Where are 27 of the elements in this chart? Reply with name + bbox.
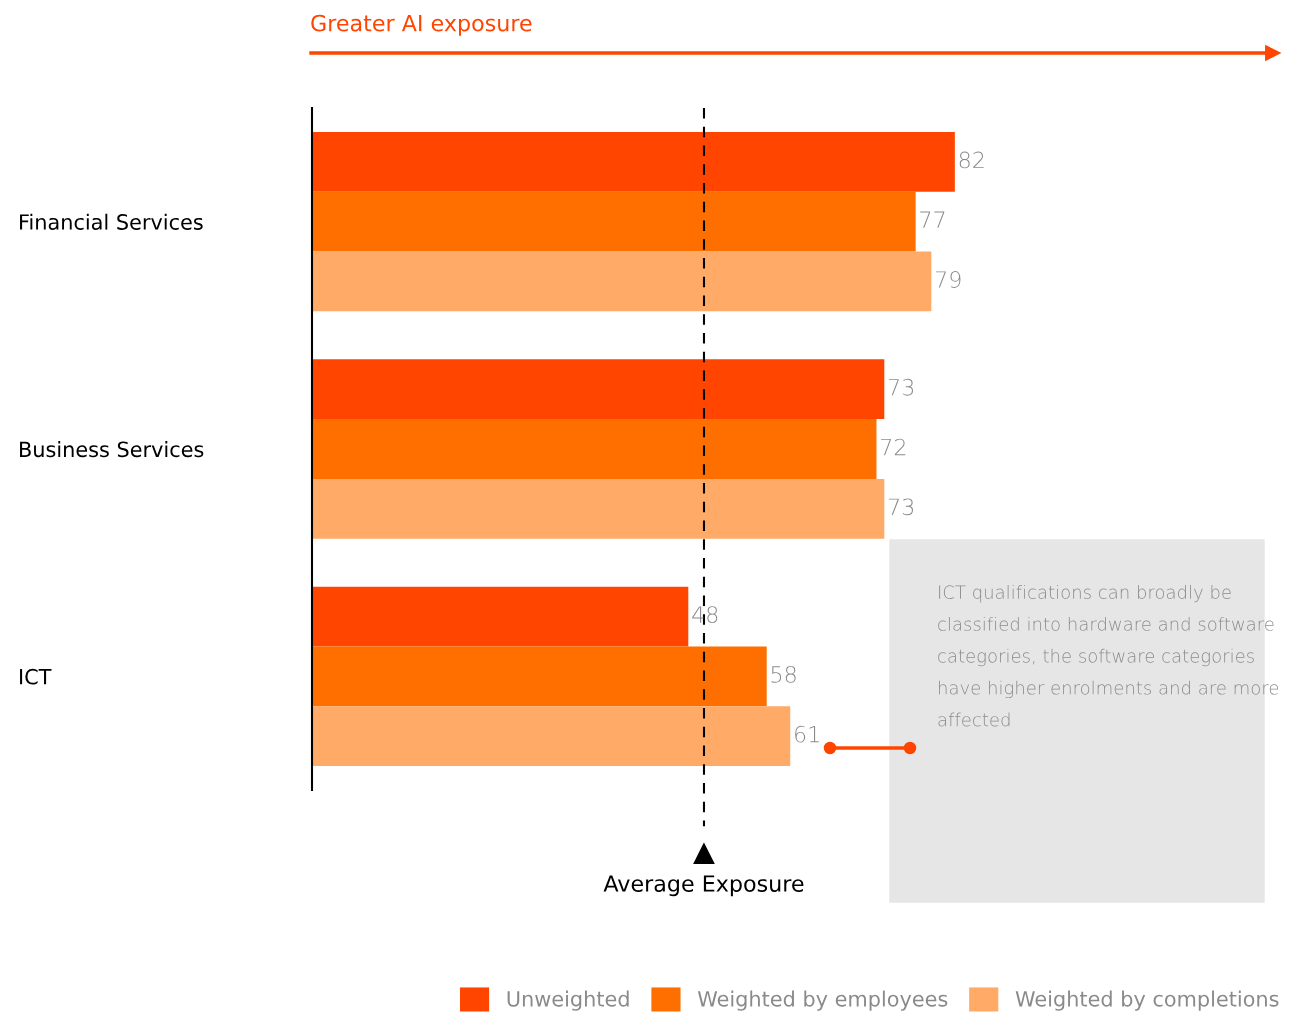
ref-line-label: Average Exposure (603, 875, 804, 897)
legend-label: Weighted by completions (1015, 990, 1279, 1011)
data-label: 72 (881, 438, 906, 456)
data-label: 73 (888, 378, 914, 396)
legend-label: Unweighted (507, 990, 629, 1011)
data-label: 82 (959, 151, 984, 169)
bar (312, 131, 955, 192)
bar (312, 359, 885, 420)
bar (312, 251, 932, 312)
annotation: ICT qualifications can broadly be classified into hardware and software categories, the software categories have higher enrolments and are more affected (938, 585, 1279, 727)
bar (312, 191, 916, 252)
bar (312, 419, 877, 479)
y-tick-label: Business Services (20, 441, 204, 458)
bar (312, 478, 885, 539)
data-label: 48 (692, 606, 718, 623)
text: Greater AI exposure (311, 14, 532, 36)
data-label: 61 (795, 725, 819, 743)
y-tick-label: Financial Services (20, 213, 203, 230)
bar (312, 586, 689, 647)
legend-label: Weighted by employees (697, 990, 948, 1011)
data-label: 77 (920, 211, 945, 228)
y-tick-label: ICT (20, 668, 52, 685)
bar (312, 646, 767, 707)
data-label: 58 (771, 665, 796, 683)
data-label: 79 (935, 271, 961, 288)
bar (312, 706, 791, 767)
data-label: 73 (888, 498, 914, 516)
